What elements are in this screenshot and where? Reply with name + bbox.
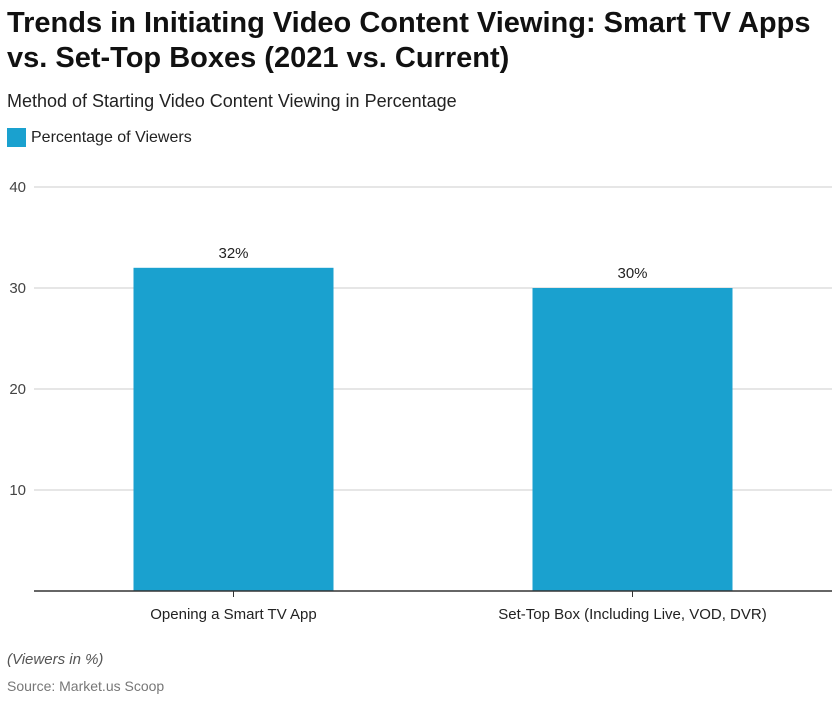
category-label: Opening a Smart TV App (150, 606, 317, 623)
x-axis (34, 590, 832, 597)
data-label: 32% (218, 245, 248, 262)
chart-subtitle: Method of Starting Video Content Viewing… (7, 91, 457, 111)
bar-chart: 10 20 30 40 32% 30% Opening a Smart TV App Se… (9, 179, 832, 623)
y-tick-label: 20 (9, 381, 26, 398)
data-label: 30% (617, 265, 647, 282)
category-labels: Opening a Smart TV App Set-Top Box (Inclu… (150, 606, 766, 623)
y-tick-label: 30 (9, 280, 26, 297)
source-text: Source: Market.us Scoop (7, 678, 165, 694)
category-label: Set-Top Box (Including Live, VOD, DVR) (498, 606, 766, 623)
legend-label: Percentage of Viewers (31, 128, 192, 146)
y-tick-label: 40 (9, 179, 26, 196)
bar (532, 288, 733, 591)
unit-note: (Viewers in %) (7, 651, 104, 668)
y-tick-labels: 10 20 30 40 (9, 179, 26, 499)
y-tick-label: 10 (9, 482, 26, 499)
bars (133, 267, 733, 591)
data-labels: 32% 30% (218, 245, 647, 282)
chart-title: Trends in Initiating Video Content Viewi… (7, 7, 811, 74)
legend-swatch (7, 128, 26, 147)
legend: Percentage of Viewers (7, 128, 192, 147)
bar (133, 267, 334, 591)
